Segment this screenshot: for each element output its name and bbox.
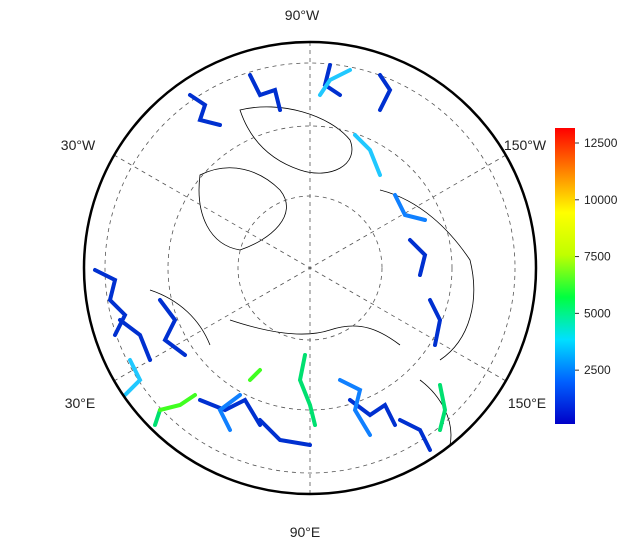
lon-label: 150°W <box>504 137 547 153</box>
map-border <box>82 40 538 496</box>
rivers <box>93 63 448 452</box>
lon-label: 30°E <box>65 395 96 411</box>
colorbar-tick-label: 7500 <box>584 250 611 264</box>
map-body <box>84 42 536 494</box>
lon-label: 90°E <box>290 524 321 540</box>
colorbar <box>555 128 575 424</box>
graticule <box>104 42 516 494</box>
colorbar-tick-label: 12500 <box>584 136 618 150</box>
lon-label: 30°W <box>61 137 96 153</box>
colorbar-tick-label: 10000 <box>584 193 618 207</box>
colorbar-tick-label: 5000 <box>584 306 611 320</box>
lon-label: 90°W <box>285 7 320 23</box>
colorbar-tick-label: 2500 <box>584 363 611 377</box>
lon-label: 150°E <box>508 395 546 411</box>
coastlines <box>149 106 475 446</box>
